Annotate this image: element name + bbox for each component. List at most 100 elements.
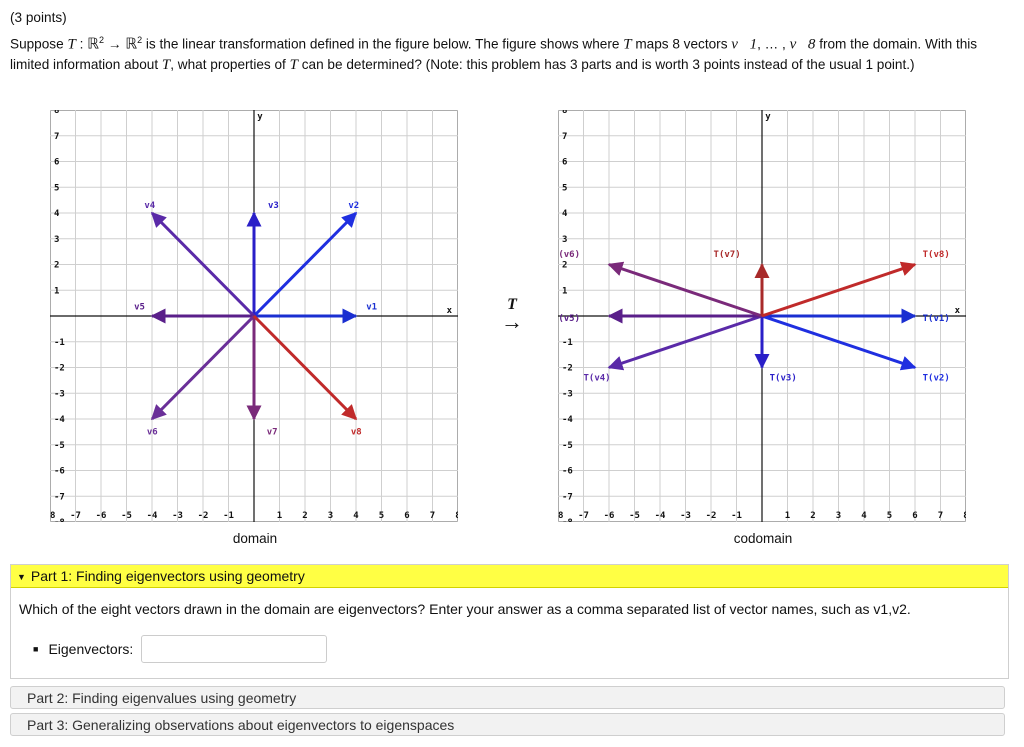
transformation-arrow: T → xyxy=(501,296,523,334)
part3-header[interactable]: Part 3: Generalizing observations about … xyxy=(10,713,1005,736)
codomain-x-tick-label: -7 xyxy=(578,511,589,521)
codomain-vector-T(v6) xyxy=(607,261,763,318)
codomain-y-tick-label: 2 xyxy=(562,261,567,271)
domain-y-tick-label: -7 xyxy=(54,492,65,502)
domain-y-tick-label: 6 xyxy=(54,158,59,168)
domain-y-tick-label: 3 xyxy=(54,235,59,245)
domain-x-tick-label: -7 xyxy=(70,511,81,521)
domain-vector-v2 xyxy=(252,211,358,318)
domain-y-tick-label: -2 xyxy=(54,364,65,374)
codomain-x-tick-label: -5 xyxy=(629,511,640,521)
codomain-y-tick-label: 5 xyxy=(562,183,567,193)
codomain-vector-label: T(v8) xyxy=(923,250,950,260)
problem-statement: (3 points) Suppose T : ℝ2 → ℝ2 is the li… xyxy=(10,8,1014,75)
codomain-y-tick-label: 6 xyxy=(562,158,567,168)
codomain-x-tick-label: -3 xyxy=(680,511,691,521)
codomain-vector-label: T(v1) xyxy=(923,314,950,324)
domain-x-tick-label: 3 xyxy=(328,511,333,521)
eigenvectors-row: ■ Eigenvectors: xyxy=(19,635,1000,663)
domain-graph: -8-8 -7 -7 -6 -6 -5 -5 -4 -4 -3 -3 -2 -2 -1 -1 1 1 2 2 3 3 4 4… xyxy=(50,110,458,522)
codomain-y-tick-label: -2 xyxy=(562,364,573,374)
codomain-x-tick-label: -2 xyxy=(706,511,717,521)
domain-y-tick-label: -1 xyxy=(54,338,65,348)
codomain-vector-T(v8) xyxy=(761,261,917,318)
domain-x-tick-label: 1 xyxy=(277,511,282,521)
domain-y-tick-label: 7 xyxy=(54,132,59,142)
domain-x-tick-label: -3 xyxy=(172,511,183,521)
domain-vector-v6 xyxy=(150,314,256,421)
domain-x-tick-label: -5 xyxy=(121,511,132,521)
caret-down-icon: ▼ xyxy=(17,572,26,582)
domain-y-tick-label: -4 xyxy=(54,415,65,425)
codomain-x-tick-label: -4 xyxy=(655,511,666,521)
codomain-x-tick-label: 2 xyxy=(810,511,815,521)
points-label: (3 points) xyxy=(10,10,67,25)
domain-x-tick-label: -2 xyxy=(198,511,209,521)
right-arrow-icon: → xyxy=(501,309,523,334)
domain-y-tick-label: 4 xyxy=(54,209,60,219)
codomain-x-tick-label: -8 xyxy=(558,511,563,521)
domain-vector-label: v5 xyxy=(134,303,145,313)
domain-x-tick-label: 4 xyxy=(353,511,359,521)
domain-x-tick-label: 7 xyxy=(430,511,435,521)
codomain-vector-label: T(v3) xyxy=(770,373,797,383)
codomain-y-tick-label: 4 xyxy=(562,209,568,219)
domain-plot: -8-8 -7 -7 -6 -6 -5 -5 -4 -4 -3 -3 -2 -2 -1 -1 1 1 2 2 3 3 4 4… xyxy=(50,110,458,522)
codomain-vector-T(v4) xyxy=(607,314,763,371)
domain-vector-label: v6 xyxy=(147,427,158,437)
part1-header[interactable]: ▼ Part 1: Finding eigenvectors using geom… xyxy=(11,565,1008,588)
codomain-y-tick-label: -6 xyxy=(562,467,573,477)
domain-y-tick-label: -3 xyxy=(54,389,65,399)
domain-vector-label: v2 xyxy=(348,201,359,211)
codomain-y-tick-label: 7 xyxy=(562,132,567,142)
codomain-vector-label: T(v2) xyxy=(923,373,950,383)
domain-x-tick-label: -1 xyxy=(223,511,234,521)
codomain-y-tick-label: -3 xyxy=(562,389,573,399)
domain-y-tick-label: -8 xyxy=(54,518,65,522)
domain-caption: domain xyxy=(232,531,278,546)
codomain-y-tick-label: 3 xyxy=(562,235,567,245)
codomain-x-tick-label: 7 xyxy=(938,511,943,521)
domain-y-tick-label: 5 xyxy=(54,183,59,193)
bullet-icon: ■ xyxy=(33,644,39,654)
codomain-y-tick-label: 1 xyxy=(562,286,567,296)
codomain-plot: -8-8 -7 -7 -6 -6 -5 -5 -4 -4 -3 -3 -2 -2 -1 -1 1 1 2 2 3 3 4 4… xyxy=(558,110,966,522)
codomain-x-tick-label: 8 xyxy=(963,511,966,521)
codomain-y-tick-label: -8 xyxy=(562,518,573,522)
codomain-graph: -8-8 -7 -7 -6 -6 -5 -5 -4 -4 -3 -3 -2 -2 -1 -1 1 1 2 2 3 3 4 4… xyxy=(558,110,966,522)
part1-panel: ▼ Part 1: Finding eigenvectors using geom… xyxy=(10,564,1009,679)
domain-y-tick-label: 8 xyxy=(54,110,59,116)
domain-x-tick-label: -6 xyxy=(96,511,107,521)
codomain-x-axis-label: x xyxy=(955,306,961,316)
domain-x-tick-label: -8 xyxy=(50,511,55,521)
codomain-y-tick-label: -5 xyxy=(562,441,573,451)
part2-header[interactable]: Part 2: Finding eigenvalues using geomet… xyxy=(10,686,1005,709)
domain-x-tick-label: -4 xyxy=(147,511,158,521)
codomain-x-tick-label: 4 xyxy=(861,511,867,521)
domain-x-axis-label: x xyxy=(447,306,453,316)
codomain-y-tick-label: -4 xyxy=(562,415,573,425)
codomain-x-tick-label: 5 xyxy=(887,511,892,521)
codomain-x-tick-label: 6 xyxy=(912,511,917,521)
domain-y-tick-label: -5 xyxy=(54,441,65,451)
codomain-x-tick-label: -1 xyxy=(731,511,742,521)
codomain-x-tick-label: 3 xyxy=(836,511,841,521)
domain-y-tick-label: 1 xyxy=(54,286,59,296)
domain-vector-label: v4 xyxy=(144,201,155,211)
eigenvectors-label: Eigenvectors: xyxy=(48,641,134,657)
codomain-y-tick-label: -7 xyxy=(562,492,573,502)
domain-vector-label: v1 xyxy=(366,303,377,313)
part1-title: Part 1: Finding eigenvectors using geome… xyxy=(30,568,305,584)
part1-question: Which of the eight vectors drawn in the … xyxy=(19,601,911,617)
codomain-y-tick-label: -1 xyxy=(562,338,573,348)
codomain-y-axis-label: y xyxy=(765,112,771,122)
domain-y-tick-label: -6 xyxy=(54,467,65,477)
domain-y-tick-label: 2 xyxy=(54,261,59,271)
domain-x-tick-label: 2 xyxy=(302,511,307,521)
codomain-caption: codomain xyxy=(733,531,793,546)
domain-vector-v4 xyxy=(150,211,256,318)
domain-vector-label: v7 xyxy=(267,427,278,437)
codomain-x-tick-label: 1 xyxy=(785,511,790,521)
domain-x-tick-label: 5 xyxy=(379,511,384,521)
eigenvectors-input[interactable] xyxy=(141,635,328,663)
